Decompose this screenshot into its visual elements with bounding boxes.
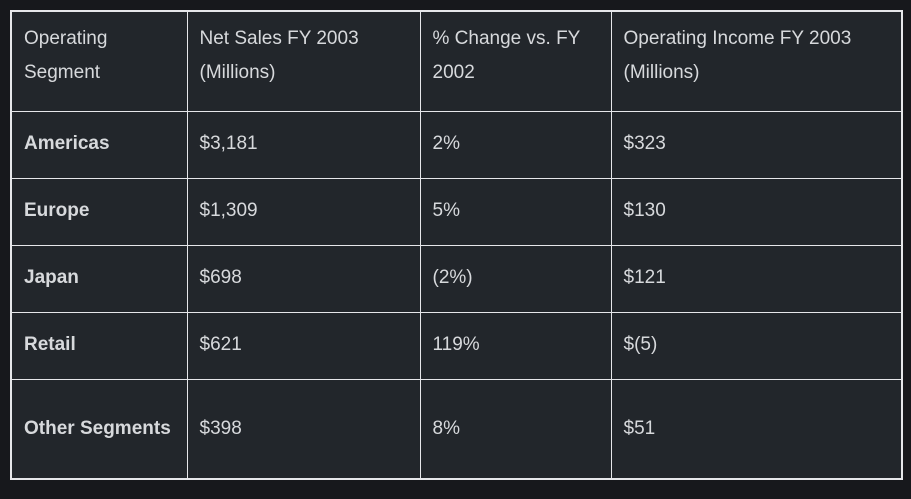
operating-segments-table: Operating Segment Net Sales FY 2003 (Mil… (10, 10, 903, 480)
operating-income-cell: $(5) (610, 311, 903, 380)
pct-change-cell: 8% (419, 378, 612, 480)
operating-income-cell: $130 (610, 177, 903, 246)
net-sales-cell: $398 (186, 378, 421, 480)
header-row: Operating Segment Net Sales FY 2003 (Mil… (10, 10, 903, 112)
table-body: Americas $3,181 2% $323 Europe $1,309 5%… (10, 110, 903, 480)
pct-change-cell: 2% (419, 110, 612, 179)
table-row-retail: Retail $621 119% $(5) (10, 311, 903, 380)
segment-cell: Americas (10, 110, 188, 179)
header-cell-operating-income: Operating Income FY 2003 (Millions) (610, 10, 903, 112)
operating-income-cell: $51 (610, 378, 903, 480)
operating-income-cell: $323 (610, 110, 903, 179)
table-row-japan: Japan $698 (2%) $121 (10, 244, 903, 313)
table-row-europe: Europe $1,309 5% $130 (10, 177, 903, 246)
segment-cell: Europe (10, 177, 188, 246)
segment-cell: Japan (10, 244, 188, 313)
pct-change-cell: 5% (419, 177, 612, 246)
net-sales-cell: $3,181 (186, 110, 421, 179)
pct-change-cell: 119% (419, 311, 612, 380)
segment-cell: Other Segments (10, 378, 188, 480)
table-header: Operating Segment Net Sales FY 2003 (Mil… (10, 10, 903, 112)
table-row-americas: Americas $3,181 2% $323 (10, 110, 903, 179)
pct-change-cell: (2%) (419, 244, 612, 313)
net-sales-cell: $698 (186, 244, 421, 313)
header-cell-operating-segment: Operating Segment (10, 10, 188, 112)
table-row-other-segments: Other Segments $398 8% $51 (10, 378, 903, 480)
header-cell-net-sales: Net Sales FY 2003 (Millions) (186, 10, 421, 112)
operating-income-cell: $121 (610, 244, 903, 313)
header-cell-pct-change: % Change vs. FY 2002 (419, 10, 612, 112)
net-sales-cell: $1,309 (186, 177, 421, 246)
net-sales-cell: $621 (186, 311, 421, 380)
segment-cell: Retail (10, 311, 188, 380)
